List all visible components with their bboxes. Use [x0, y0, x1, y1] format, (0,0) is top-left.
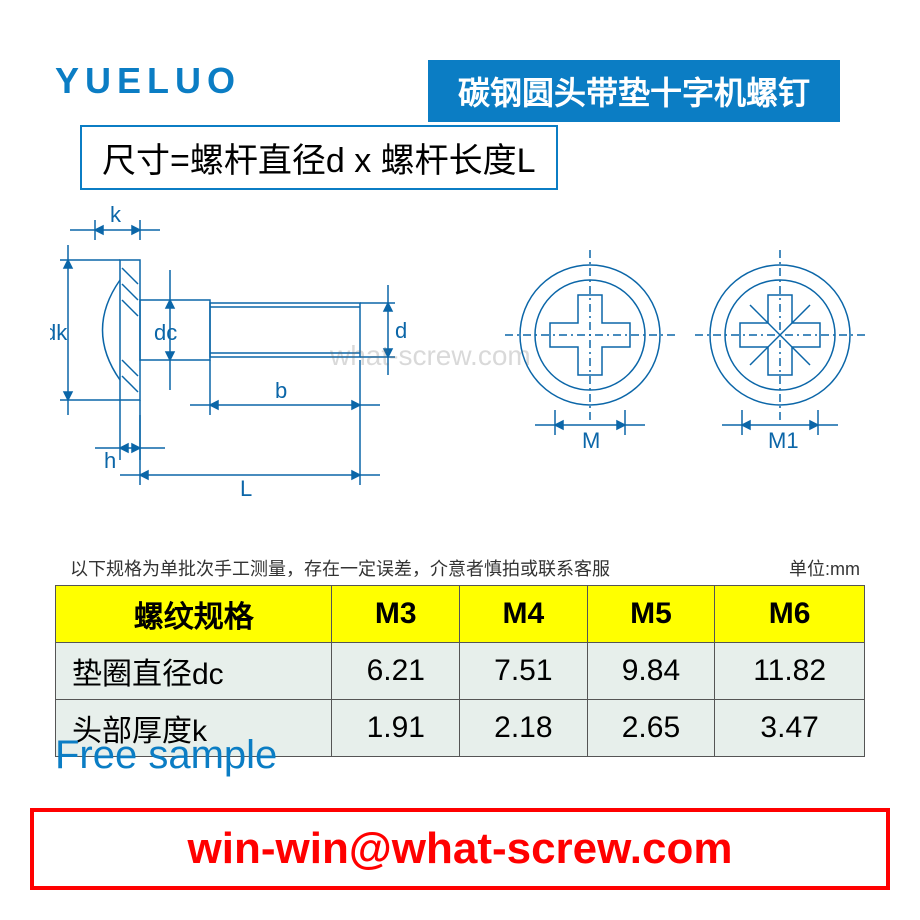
label-k: k	[110, 202, 122, 227]
free-sample-text: Free sample	[55, 733, 277, 778]
table-row: 垫圈直径dc 6.21 7.51 9.84 11.82	[56, 643, 865, 700]
row1-v0: 1.91	[332, 700, 460, 757]
row1-v1: 2.18	[460, 700, 588, 757]
label-dk: dk	[50, 320, 68, 345]
col-3: M5	[587, 586, 715, 643]
row0-v0: 6.21	[332, 643, 460, 700]
label-M1: M1	[768, 428, 799, 453]
label-M: M	[582, 428, 600, 453]
screw-diagram: k dk dc d b h L M M1	[50, 200, 870, 500]
page-root: YUELUO 碳钢圆头带垫十字机螺钉 尺寸=螺杆直径d x 螺杆长度L	[0, 0, 920, 920]
row0-label: 垫圈直径dc	[56, 643, 332, 700]
note-right: 单位:mm	[789, 555, 860, 581]
row0-v2: 9.84	[587, 643, 715, 700]
row0-v1: 7.51	[460, 643, 588, 700]
col-4: M6	[715, 586, 865, 643]
label-h: h	[104, 448, 116, 473]
contact-email[interactable]: win-win@what-screw.com	[30, 808, 890, 890]
row1-v2: 2.65	[587, 700, 715, 757]
col-2: M4	[460, 586, 588, 643]
note-left: 以下规格为单批次手工测量，存在一定误差，介意者慎拍或联系客服	[70, 555, 610, 581]
label-d: d	[395, 318, 407, 343]
col-1: M3	[332, 586, 460, 643]
label-dc: dc	[154, 320, 177, 345]
row0-v3: 11.82	[715, 643, 865, 700]
table-header-row: 螺纹规格 M3 M4 M5 M6	[56, 586, 865, 643]
label-L: L	[240, 476, 252, 500]
title-banner: 碳钢圆头带垫十字机螺钉	[428, 60, 840, 122]
col-0: 螺纹规格	[56, 586, 332, 643]
spec-table: 螺纹规格 M3 M4 M5 M6 垫圈直径dc 6.21 7.51 9.84 1…	[55, 585, 865, 757]
brand-logo: YUELUO	[55, 60, 241, 102]
label-b: b	[275, 378, 287, 403]
dimension-formula: 尺寸=螺杆直径d x 螺杆长度L	[80, 125, 558, 190]
row1-v3: 3.47	[715, 700, 865, 757]
measurement-note: 以下规格为单批次手工测量，存在一定误差，介意者慎拍或联系客服 单位:mm	[70, 555, 860, 581]
